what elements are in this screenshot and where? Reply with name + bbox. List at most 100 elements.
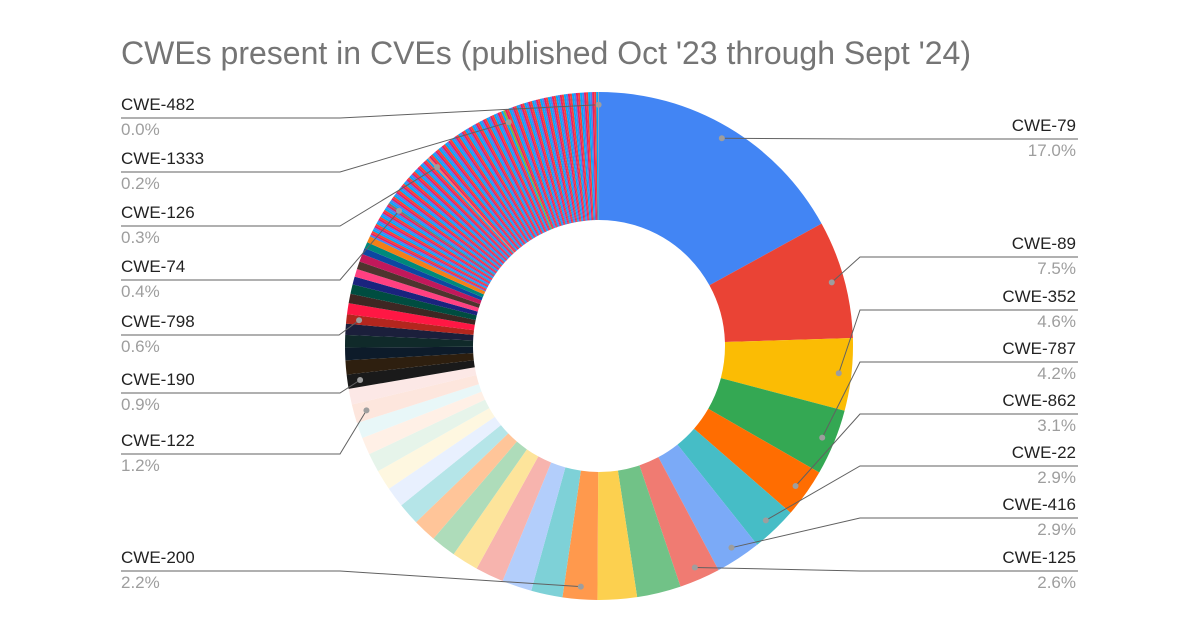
slice-21[interactable] [362, 391, 485, 455]
slice-81[interactable] [416, 168, 509, 259]
slice-180[interactable] [596, 92, 599, 221]
slice-27[interactable] [345, 346, 474, 361]
slice-135[interactable] [506, 108, 555, 229]
slice-167[interactable] [569, 93, 586, 221]
slice-73[interactable] [405, 180, 504, 265]
slice-cwe-190[interactable] [346, 360, 475, 389]
slice-157[interactable] [549, 96, 576, 223]
slice-147[interactable] [529, 101, 566, 225]
slice-103[interactable] [449, 139, 526, 245]
slice-104[interactable] [451, 138, 527, 244]
slice-66[interactable] [396, 191, 500, 271]
slice-cwe-22[interactable] [677, 428, 791, 545]
slice-40[interactable] [367, 236, 486, 295]
slice-8[interactable] [617, 465, 681, 598]
slice-58[interactable] [386, 204, 495, 277]
slice-77[interactable] [410, 174, 507, 262]
slice-68[interactable] [398, 188, 501, 269]
slice-119[interactable] [477, 122, 540, 236]
slice-132[interactable] [501, 110, 552, 230]
slice-38[interactable] [362, 248, 483, 301]
slice-105[interactable] [453, 136, 528, 243]
slice-125[interactable] [488, 116, 545, 233]
slice-71[interactable] [402, 183, 503, 267]
slice-15[interactable] [433, 441, 527, 555]
slice-cwe-79[interactable] [599, 92, 822, 286]
slice-cwe-74[interactable] [387, 202, 495, 276]
slice-99[interactable] [443, 144, 523, 247]
slice-159[interactable] [553, 95, 578, 223]
slice-34[interactable] [352, 276, 478, 316]
slice-107[interactable] [456, 134, 530, 242]
slice-118[interactable] [475, 123, 539, 236]
slice-96[interactable] [438, 147, 521, 249]
slice-129[interactable] [495, 113, 549, 231]
slice-128[interactable] [493, 114, 548, 232]
slice-79[interactable] [413, 171, 508, 261]
slice-86[interactable] [423, 161, 513, 256]
slice-109[interactable] [459, 132, 531, 241]
slice-126[interactable] [489, 115, 546, 233]
slice-cwe-416[interactable] [658, 444, 758, 571]
slice-63[interactable] [392, 196, 498, 273]
slice-82[interactable] [417, 166, 510, 258]
slice-160[interactable] [555, 95, 579, 222]
slice-90[interactable] [429, 155, 516, 253]
slice-117[interactable] [473, 124, 538, 237]
slice-44[interactable] [372, 229, 488, 289]
slice-162[interactable] [559, 94, 581, 222]
slice-48[interactable] [376, 221, 490, 286]
slice-80[interactable] [414, 169, 509, 260]
slice-168[interactable] [571, 93, 587, 221]
slice-39[interactable] [364, 242, 485, 298]
slice-57[interactable] [385, 206, 494, 278]
slice-154[interactable] [543, 97, 573, 224]
slice-72[interactable] [403, 181, 503, 266]
slice-53[interactable] [381, 213, 492, 281]
slice-169[interactable] [573, 93, 588, 221]
slice-144[interactable] [524, 102, 563, 226]
slice-166[interactable] [567, 93, 585, 221]
slice-cwe-200[interactable] [562, 470, 599, 600]
slice-cwe-798[interactable] [345, 314, 474, 335]
slice-176[interactable] [588, 92, 595, 221]
slice-54[interactable] [382, 211, 493, 281]
slice-50[interactable] [378, 218, 491, 284]
slice-cwe-122[interactable] [351, 375, 479, 423]
slice-31[interactable] [347, 303, 475, 331]
slice-145[interactable] [525, 102, 564, 226]
slice-cwe-862[interactable] [694, 408, 820, 513]
slice-106[interactable] [454, 135, 529, 243]
slice-140[interactable] [516, 105, 559, 227]
slice-36[interactable] [356, 261, 481, 308]
slice-148[interactable] [531, 100, 567, 225]
slice-45[interactable] [373, 227, 488, 289]
slice-cwe-125[interactable] [639, 457, 719, 587]
slice-149[interactable] [533, 99, 568, 225]
slice-64[interactable] [393, 194, 498, 272]
slice-65[interactable] [395, 193, 499, 271]
slice-152[interactable] [539, 98, 571, 224]
slice-60[interactable] [389, 201, 496, 276]
slice-138[interactable] [512, 106, 558, 228]
slice-22[interactable] [356, 384, 482, 439]
slice-179[interactable] [594, 92, 598, 221]
slice-19[interactable] [377, 408, 495, 489]
slice-91[interactable] [430, 154, 517, 252]
slice-55[interactable] [383, 209, 493, 280]
slice-136[interactable] [508, 107, 556, 229]
slice-174[interactable] [583, 92, 593, 221]
slice-69[interactable] [399, 186, 501, 268]
slice-121[interactable] [480, 120, 542, 235]
slice-175[interactable] [585, 92, 594, 221]
slice-cwe-787[interactable] [708, 378, 845, 473]
slice-100[interactable] [444, 142, 524, 246]
slice-124[interactable] [486, 117, 544, 234]
slice-14[interactable] [453, 449, 539, 569]
slice-173[interactable] [581, 92, 592, 221]
slice-43[interactable] [371, 230, 487, 290]
slice-51[interactable] [379, 216, 491, 283]
slice-49[interactable] [377, 220, 490, 285]
slice-177[interactable] [590, 92, 596, 221]
slice-87[interactable] [424, 159, 514, 255]
